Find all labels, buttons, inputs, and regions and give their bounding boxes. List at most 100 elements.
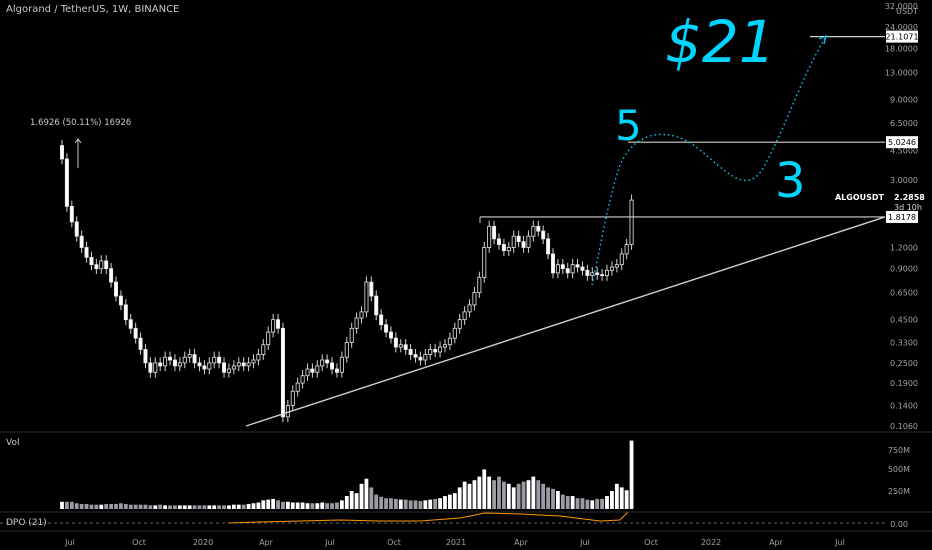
volume-bar — [462, 481, 467, 509]
volume-bar — [590, 500, 595, 509]
candle — [536, 220, 541, 237]
volume-bar — [384, 498, 388, 509]
dpo-layer: DPO (21) 0.00 — [0, 511, 908, 529]
volume-bar — [629, 440, 634, 509]
volume-bar — [65, 501, 69, 509]
candle — [182, 351, 187, 369]
candle-body — [393, 337, 398, 348]
candle — [349, 322, 354, 348]
candle — [438, 341, 443, 358]
candle-body — [251, 359, 256, 364]
candle-body — [339, 356, 344, 373]
price-tick: 9.0000 — [890, 95, 918, 104]
volume-bar — [556, 491, 560, 509]
candle — [388, 326, 393, 344]
volume-bar — [565, 496, 570, 509]
time-tick: Oct — [132, 538, 146, 547]
candle-body — [609, 266, 614, 271]
candle-body — [560, 264, 565, 270]
candle-body — [551, 253, 556, 274]
candle-body — [477, 276, 482, 294]
candle-body — [192, 354, 197, 364]
candle-body — [212, 356, 217, 364]
candle — [74, 216, 79, 242]
volume-tick: 750M — [888, 446, 910, 455]
volume-bar — [60, 501, 64, 509]
volume-bar — [447, 494, 452, 509]
candle — [315, 360, 320, 378]
volume-bar — [104, 503, 109, 509]
candle — [325, 354, 330, 369]
volume-bar — [364, 478, 369, 509]
candle-body — [187, 354, 192, 358]
candle-body — [624, 244, 629, 255]
price-box-21-text: 21.1071 — [885, 33, 918, 42]
candle-body — [565, 268, 570, 274]
volume-bar — [369, 487, 374, 509]
candle — [271, 313, 276, 338]
volume-bar — [114, 503, 118, 509]
time-tick: Oct — [387, 538, 401, 547]
dpo-tick: 0.00 — [890, 520, 908, 529]
volume-bar — [379, 496, 384, 509]
volume-bar — [261, 500, 266, 509]
volume-bar — [511, 487, 516, 509]
volume-bar — [335, 502, 339, 509]
candle-body — [334, 368, 339, 373]
price-tick: 0.6500 — [890, 289, 918, 298]
candle — [222, 357, 227, 378]
volume-bar — [212, 505, 217, 509]
candle-body — [222, 362, 227, 373]
price-tick: 0.2500 — [890, 359, 918, 368]
candle — [526, 230, 531, 253]
candle — [60, 139, 65, 165]
volume-bar — [482, 469, 487, 509]
volume-bar — [551, 488, 555, 509]
candle — [369, 276, 374, 302]
volume-bar — [575, 498, 580, 509]
candle-body — [555, 264, 560, 274]
volume-bar — [359, 483, 364, 509]
price-box-5-bg — [886, 136, 918, 149]
time-axis[interactable]: Jul Oct 2020 Apr Jul Oct 2021 Apr Jul Oct 2022 Apr J… — [64, 538, 845, 547]
price-tick: 0.9000 — [890, 265, 918, 274]
volume-bar — [119, 503, 123, 509]
volume-bar — [389, 498, 393, 509]
volume-bar — [276, 500, 280, 509]
candle — [393, 332, 398, 353]
volume-bar — [74, 503, 79, 509]
candle — [123, 299, 128, 325]
candle — [231, 360, 236, 375]
volume-bar — [94, 504, 99, 509]
candle-body — [261, 344, 266, 355]
time-tick: 2022 — [701, 538, 721, 547]
volume-bar — [374, 494, 379, 509]
candle-body — [570, 264, 575, 274]
volume-bar — [433, 498, 438, 509]
candle-body — [79, 235, 84, 248]
candle-body — [418, 356, 423, 361]
volume-bar — [600, 498, 604, 509]
candle-body — [128, 319, 133, 329]
volume-bar — [457, 487, 462, 509]
candle — [158, 357, 163, 372]
candle-body — [457, 319, 462, 329]
candle-body — [114, 281, 119, 297]
volume-bar — [153, 505, 158, 509]
candle-body — [438, 346, 443, 353]
candle — [506, 241, 511, 256]
candle-body — [472, 292, 477, 306]
candle — [109, 263, 114, 288]
candle — [197, 357, 202, 372]
candle-body — [428, 349, 433, 355]
candle — [418, 351, 423, 366]
candle — [256, 348, 261, 366]
candle — [285, 399, 290, 423]
candle — [413, 348, 418, 363]
candle — [546, 233, 551, 260]
candle — [276, 313, 281, 334]
candle-body — [84, 247, 89, 258]
volume-bar — [354, 493, 359, 509]
